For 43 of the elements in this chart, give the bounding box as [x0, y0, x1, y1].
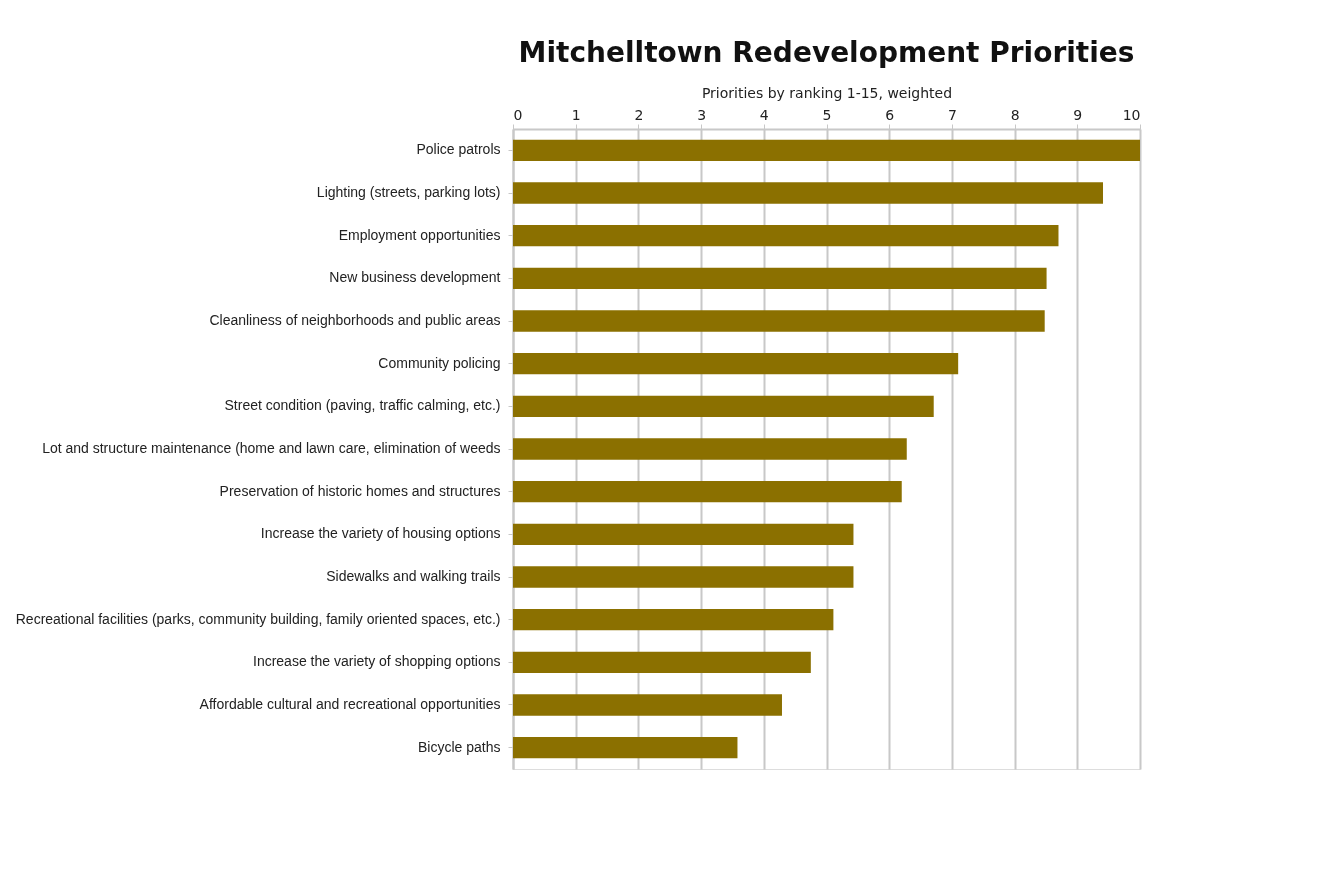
bar — [513, 139, 1140, 161]
x-tick-label: 4 — [759, 106, 769, 123]
x-tick-label: 10 — [1122, 106, 1141, 123]
y-tick-label: Affordable cultural and recreational opportunities — [199, 696, 501, 712]
chart-title: Mitchelltown Redevelopment Priorities — [518, 36, 1135, 69]
bar — [513, 438, 907, 460]
bar — [513, 182, 1104, 204]
y-tick-label: Increase the variety of shopping options — [253, 653, 501, 670]
x-tick-label: 8 — [1010, 106, 1020, 123]
bar — [513, 225, 1059, 247]
bar — [513, 310, 1045, 332]
bar — [513, 609, 834, 631]
x-axis-title: Priorities by ranking 1-15, weighted — [701, 84, 953, 101]
bar — [513, 353, 959, 375]
bar — [513, 737, 738, 759]
bar — [513, 566, 854, 588]
x-tick-label: 0 — [513, 106, 523, 123]
x-tick-label: 7 — [947, 106, 957, 123]
y-tick-label: Bicycle paths — [418, 738, 501, 755]
x-tick-label: 6 — [885, 106, 895, 123]
y-tick-label: Street condition (paving, traffic calming, etc.) — [224, 397, 501, 414]
bar — [513, 267, 1047, 289]
y-tick-label: Community policing — [378, 354, 501, 371]
y-tick-label: Increase the variety of housing options — [260, 525, 501, 542]
x-tick-label: 3 — [697, 106, 707, 123]
y-tick-label: Recreational facilities (parks, community building, family oriented spaces, etc.) — [15, 610, 501, 627]
bar — [513, 651, 811, 673]
x-tick-label: 2 — [634, 106, 644, 123]
y-tick-label: New business development — [329, 269, 501, 286]
y-tick-label: Cleanliness of neighborhoods and public areas — [209, 312, 501, 328]
x-tick-label: 5 — [822, 106, 832, 123]
bar — [513, 694, 782, 716]
y-tick-label: Employment opportunities — [338, 226, 501, 243]
y-tick-label: Preservation of historic homes and structures — [219, 482, 501, 499]
y-tick-label: Sidewalks and walking trails — [326, 568, 501, 584]
bar — [513, 481, 902, 503]
x-tick-label: 9 — [1073, 106, 1083, 123]
bar — [513, 523, 854, 545]
x-tick-label: 1 — [571, 106, 581, 123]
bar — [513, 395, 934, 417]
y-tick-label: Lighting (streets, parking lots) — [316, 184, 501, 200]
y-tick-label: Lot and structure maintenance (home and lawn care, elimination of weeds — [42, 440, 501, 456]
y-tick-label: Police patrols — [416, 141, 501, 158]
